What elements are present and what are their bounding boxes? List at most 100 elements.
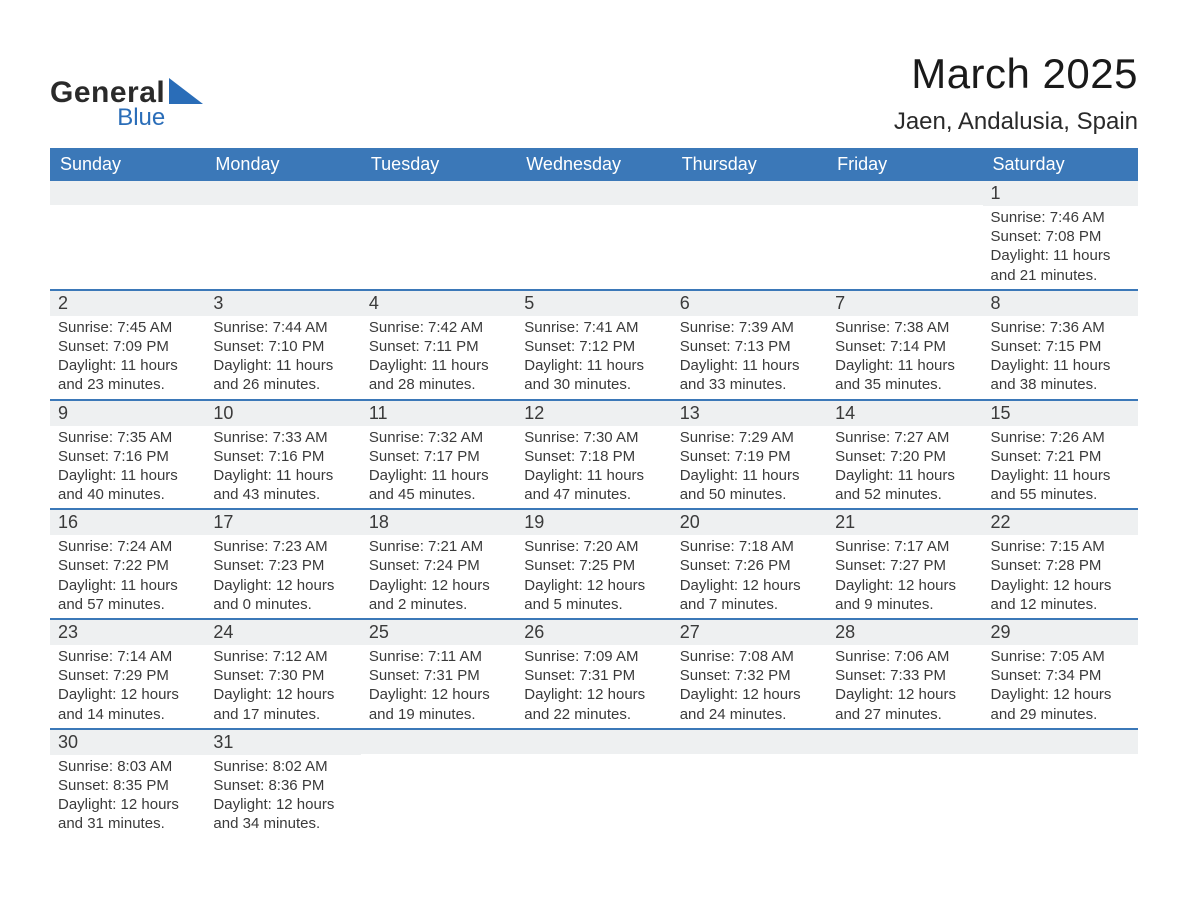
day-details (361, 205, 516, 285)
daylight-line-1: Daylight: 11 hours (835, 356, 974, 375)
sunset-line: Sunset: 7:09 PM (58, 337, 197, 356)
day-details: Sunrise: 7:38 AMSunset: 7:14 PMDaylight:… (827, 316, 982, 399)
daylight-line-1: Daylight: 12 hours (213, 576, 352, 595)
day-details: Sunrise: 7:17 AMSunset: 7:27 PMDaylight:… (827, 535, 982, 618)
day-number (516, 181, 671, 205)
daylight-line-1: Daylight: 11 hours (991, 246, 1130, 265)
day-details (205, 205, 360, 285)
day-number: 24 (205, 620, 360, 645)
day-number: 31 (205, 730, 360, 755)
sunrise-line: Sunrise: 7:14 AM (58, 647, 197, 666)
sunrise-line: Sunrise: 7:18 AM (680, 537, 819, 556)
weekday-header: Friday (827, 148, 982, 181)
day-details: Sunrise: 7:42 AMSunset: 7:11 PMDaylight:… (361, 316, 516, 399)
daylight-line-1: Daylight: 11 hours (58, 356, 197, 375)
day-number: 18 (361, 510, 516, 535)
day-number: 19 (516, 510, 671, 535)
day-number (672, 730, 827, 754)
sunset-line: Sunset: 7:30 PM (213, 666, 352, 685)
sunrise-line: Sunrise: 7:21 AM (369, 537, 508, 556)
day-details: Sunrise: 7:45 AMSunset: 7:09 PMDaylight:… (50, 316, 205, 399)
sunset-line: Sunset: 7:16 PM (213, 447, 352, 466)
logo-word-blue: Blue (117, 106, 165, 130)
daylight-line-2: and 57 minutes. (58, 595, 197, 614)
sunrise-line: Sunrise: 7:09 AM (524, 647, 663, 666)
calendar-empty-cell (827, 729, 982, 838)
day-details (361, 754, 516, 834)
sunrise-line: Sunrise: 7:20 AM (524, 537, 663, 556)
daylight-line-1: Daylight: 11 hours (58, 466, 197, 485)
calendar-day-cell: 7Sunrise: 7:38 AMSunset: 7:14 PMDaylight… (827, 290, 982, 400)
weekday-header: Monday (205, 148, 360, 181)
sunrise-line: Sunrise: 7:46 AM (991, 208, 1130, 227)
day-number: 14 (827, 401, 982, 426)
calendar-empty-cell (361, 181, 516, 290)
day-details: Sunrise: 7:44 AMSunset: 7:10 PMDaylight:… (205, 316, 360, 399)
calendar-header-row: SundayMondayTuesdayWednesdayThursdayFrid… (50, 148, 1138, 181)
day-number: 16 (50, 510, 205, 535)
sunrise-line: Sunrise: 7:44 AM (213, 318, 352, 337)
day-number (983, 730, 1138, 754)
calendar-week-row: 1Sunrise: 7:46 AMSunset: 7:08 PMDaylight… (50, 181, 1138, 290)
sunrise-line: Sunrise: 8:03 AM (58, 757, 197, 776)
daylight-line-1: Daylight: 12 hours (213, 795, 352, 814)
sunrise-line: Sunrise: 7:39 AM (680, 318, 819, 337)
sunset-line: Sunset: 7:08 PM (991, 227, 1130, 246)
day-details: Sunrise: 7:39 AMSunset: 7:13 PMDaylight:… (672, 316, 827, 399)
sunrise-line: Sunrise: 7:11 AM (369, 647, 508, 666)
daylight-line-2: and 14 minutes. (58, 705, 197, 724)
daylight-line-1: Daylight: 11 hours (213, 356, 352, 375)
sunrise-line: Sunrise: 7:42 AM (369, 318, 508, 337)
sunrise-line: Sunrise: 7:38 AM (835, 318, 974, 337)
day-details: Sunrise: 7:46 AMSunset: 7:08 PMDaylight:… (983, 206, 1138, 289)
calendar-day-cell: 1Sunrise: 7:46 AMSunset: 7:08 PMDaylight… (983, 181, 1138, 290)
location-subtitle: Jaen, Andalusia, Spain (894, 108, 1138, 136)
calendar-day-cell: 3Sunrise: 7:44 AMSunset: 7:10 PMDaylight… (205, 290, 360, 400)
day-number (516, 730, 671, 754)
daylight-line-2: and 40 minutes. (58, 485, 197, 504)
sunset-line: Sunset: 7:32 PM (680, 666, 819, 685)
day-details (516, 205, 671, 285)
calendar-empty-cell (672, 181, 827, 290)
day-details: Sunrise: 7:30 AMSunset: 7:18 PMDaylight:… (516, 426, 671, 509)
daylight-line-2: and 24 minutes. (680, 705, 819, 724)
day-number: 1 (983, 181, 1138, 206)
calendar-day-cell: 24Sunrise: 7:12 AMSunset: 7:30 PMDayligh… (205, 619, 360, 729)
calendar-day-cell: 29Sunrise: 7:05 AMSunset: 7:34 PMDayligh… (983, 619, 1138, 729)
daylight-line-1: Daylight: 11 hours (369, 466, 508, 485)
sunset-line: Sunset: 7:10 PM (213, 337, 352, 356)
day-number: 23 (50, 620, 205, 645)
day-number: 8 (983, 291, 1138, 316)
daylight-line-2: and 31 minutes. (58, 814, 197, 833)
day-details: Sunrise: 7:35 AMSunset: 7:16 PMDaylight:… (50, 426, 205, 509)
sunset-line: Sunset: 7:27 PM (835, 556, 974, 575)
daylight-line-2: and 12 minutes. (991, 595, 1130, 614)
day-number: 9 (50, 401, 205, 426)
calendar-day-cell: 4Sunrise: 7:42 AMSunset: 7:11 PMDaylight… (361, 290, 516, 400)
sunset-line: Sunset: 7:31 PM (524, 666, 663, 685)
calendar-empty-cell (983, 729, 1138, 838)
daylight-line-2: and 21 minutes. (991, 266, 1130, 285)
day-number: 25 (361, 620, 516, 645)
sunset-line: Sunset: 7:25 PM (524, 556, 663, 575)
calendar-day-cell: 16Sunrise: 7:24 AMSunset: 7:22 PMDayligh… (50, 509, 205, 619)
calendar-day-cell: 21Sunrise: 7:17 AMSunset: 7:27 PMDayligh… (827, 509, 982, 619)
sunset-line: Sunset: 7:21 PM (991, 447, 1130, 466)
calendar-empty-cell (827, 181, 982, 290)
day-number: 26 (516, 620, 671, 645)
calendar-empty-cell (672, 729, 827, 838)
daylight-line-2: and 27 minutes. (835, 705, 974, 724)
day-number: 29 (983, 620, 1138, 645)
sunrise-line: Sunrise: 7:27 AM (835, 428, 974, 447)
daylight-line-2: and 47 minutes. (524, 485, 663, 504)
daylight-line-1: Daylight: 11 hours (835, 466, 974, 485)
calendar-week-row: 23Sunrise: 7:14 AMSunset: 7:29 PMDayligh… (50, 619, 1138, 729)
daylight-line-1: Daylight: 11 hours (680, 466, 819, 485)
sunset-line: Sunset: 8:35 PM (58, 776, 197, 795)
calendar-week-row: 9Sunrise: 7:35 AMSunset: 7:16 PMDaylight… (50, 400, 1138, 510)
sunrise-line: Sunrise: 7:23 AM (213, 537, 352, 556)
day-number: 30 (50, 730, 205, 755)
daylight-line-2: and 2 minutes. (369, 595, 508, 614)
day-number: 15 (983, 401, 1138, 426)
day-details (50, 205, 205, 285)
